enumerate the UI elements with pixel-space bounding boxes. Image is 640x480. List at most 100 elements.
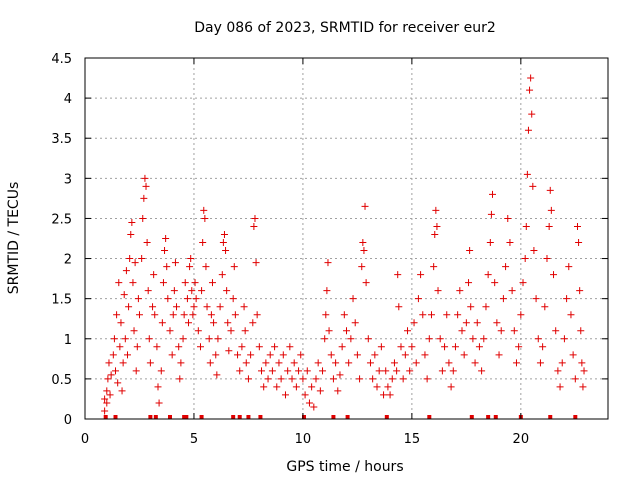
data-point [190, 303, 198, 311]
data-point [493, 319, 501, 327]
data-point [130, 327, 138, 335]
data-point [382, 367, 390, 375]
gap-marker [167, 415, 172, 419]
gap-marker [153, 415, 158, 419]
data-point [522, 222, 530, 230]
data-point [521, 255, 529, 263]
data-point [487, 210, 495, 218]
data-point [332, 359, 340, 367]
data-point [414, 295, 422, 303]
data-point [133, 343, 141, 351]
data-point [299, 375, 307, 383]
data-point [323, 287, 331, 295]
data-point [176, 375, 184, 383]
data-point [219, 239, 227, 247]
data-point [480, 335, 488, 343]
data-point [229, 295, 237, 303]
y-tick-label: 2 [64, 253, 72, 268]
gap-marker [113, 415, 118, 419]
data-point [545, 222, 553, 230]
data-point [112, 367, 120, 375]
data-point [213, 371, 221, 379]
data-point [524, 126, 532, 134]
data-point [412, 359, 420, 367]
data-point [438, 367, 446, 375]
data-point [515, 343, 523, 351]
data-point [155, 399, 163, 407]
data-point [369, 375, 377, 383]
data-point [103, 399, 111, 407]
data-point [325, 327, 333, 335]
data-point [406, 367, 414, 375]
data-point [408, 343, 416, 351]
data-point [271, 343, 279, 351]
data-point [171, 259, 179, 267]
data-point [410, 319, 418, 327]
data-point [162, 235, 170, 242]
data-point [251, 214, 259, 222]
data-point [212, 351, 220, 359]
data-point [467, 303, 475, 311]
data-point [351, 319, 359, 327]
data-point [250, 222, 258, 230]
data-point [301, 391, 309, 399]
data-point [113, 311, 121, 319]
data-point [305, 399, 313, 407]
data-point [281, 391, 289, 399]
data-point [324, 259, 332, 267]
data-point [366, 359, 374, 367]
data-point [356, 375, 364, 383]
gap-marker [384, 415, 389, 419]
data-point [539, 343, 547, 351]
data-point [443, 311, 451, 319]
data-point [249, 319, 257, 327]
gap-marker [493, 415, 498, 419]
gap-marker [302, 415, 307, 419]
data-point [460, 351, 468, 359]
data-point [360, 247, 368, 255]
data-point [218, 271, 226, 279]
data-point [181, 279, 189, 287]
data-point [123, 351, 131, 359]
data-point [375, 367, 383, 375]
gap-marker [199, 415, 204, 419]
data-point [188, 287, 196, 295]
data-point [371, 351, 379, 359]
data-point [484, 271, 492, 279]
data-point [120, 291, 128, 299]
data-point [149, 303, 157, 311]
data-point [506, 239, 514, 247]
data-point [140, 194, 148, 202]
data-point [397, 343, 405, 351]
data-point [473, 319, 481, 327]
data-point [423, 375, 431, 383]
data-point [185, 319, 193, 327]
data-point [312, 375, 320, 383]
data-point [310, 403, 318, 411]
data-point [201, 214, 209, 222]
data-point [579, 383, 587, 391]
data-point [327, 351, 335, 359]
data-point [575, 239, 583, 247]
data-point [321, 335, 329, 343]
data-point [117, 319, 125, 327]
data-point [417, 271, 425, 279]
data-point [192, 295, 200, 303]
data-point [198, 287, 206, 295]
data-point [264, 375, 272, 383]
gap-marker [182, 415, 187, 419]
data-point [569, 351, 577, 359]
data-point [109, 351, 117, 359]
data-point [466, 247, 474, 255]
data-point [252, 259, 260, 267]
data-point [236, 367, 244, 375]
data-point [277, 375, 285, 383]
gridlines [85, 58, 608, 419]
data-point [223, 287, 231, 295]
data-point [268, 367, 276, 375]
data-point [512, 359, 520, 367]
data-point [290, 359, 298, 367]
data-point [116, 343, 124, 351]
data-point [297, 351, 305, 359]
